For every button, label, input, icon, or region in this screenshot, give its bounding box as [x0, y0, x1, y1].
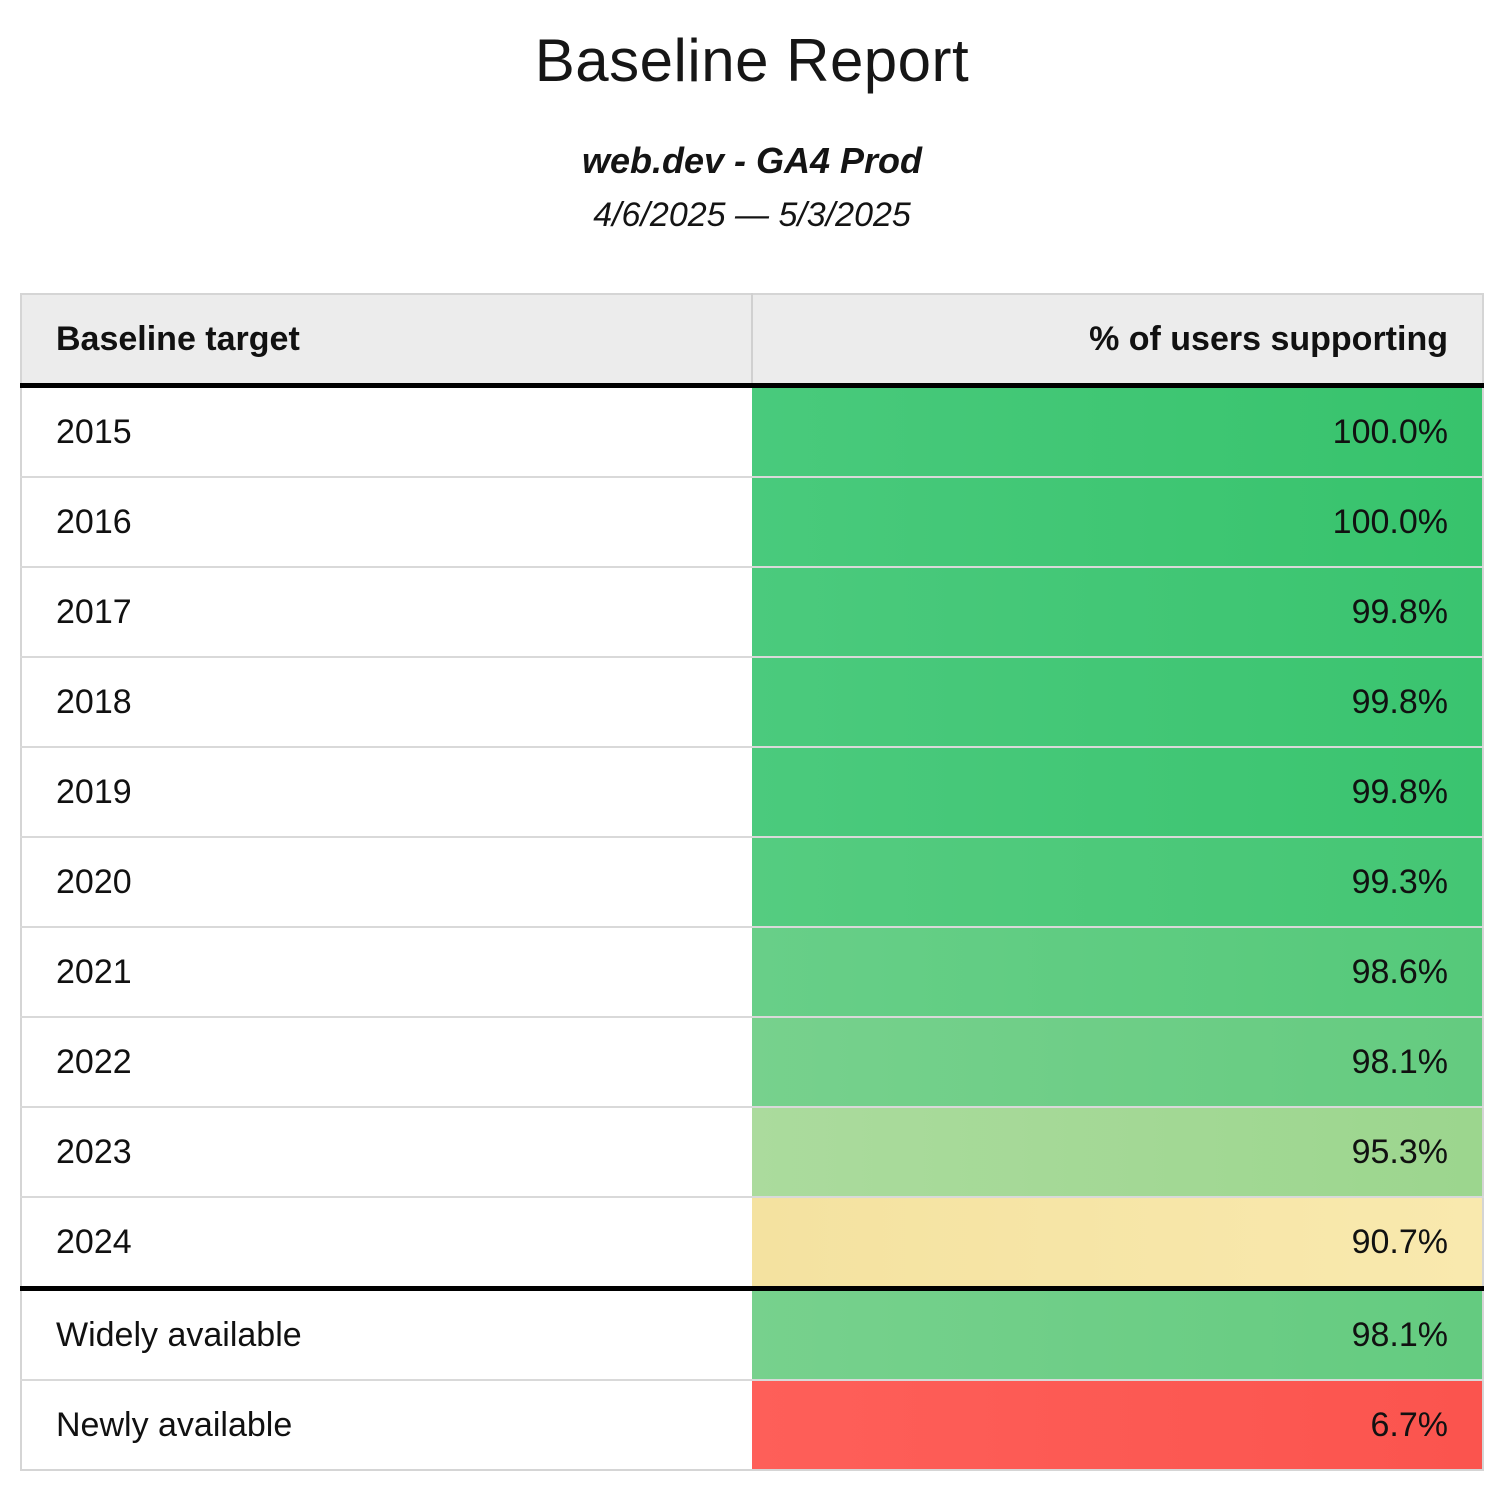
baseline-target-cell: 2020: [21, 836, 752, 927]
table-row: 2015 100.0%: [21, 385, 1483, 477]
baseline-target-cell: 2024: [21, 1196, 752, 1289]
table-row: 2024 90.7%: [21, 1196, 1483, 1289]
baseline-target-cell: 2018: [21, 656, 752, 747]
baseline-target-cell: Widely available: [21, 1286, 752, 1380]
users-supporting-cell: 95.3%: [752, 1106, 1483, 1197]
table-body: 2015 100.0% 2016 100.0% 2017 99.8% 2018 99.8% 20…: [21, 385, 1483, 1470]
report-title: Baseline Report: [534, 27, 970, 94]
table-row: Newly available 6.7%: [21, 1379, 1483, 1470]
users-supporting-cell: 99.8%: [752, 566, 1483, 657]
baseline-target-cell: 2022: [21, 1016, 752, 1107]
table-row: 2018 99.8%: [21, 656, 1483, 747]
baseline-target-cell: 2023: [21, 1106, 752, 1197]
baseline-table: Baseline target % of users supporting 20…: [20, 293, 1484, 1471]
table-row: 2016 100.0%: [21, 476, 1483, 567]
users-supporting-cell: 100.0%: [752, 385, 1483, 477]
table-row: 2021 98.6%: [21, 926, 1483, 1017]
table-row: 2017 99.8%: [21, 566, 1483, 657]
users-supporting-cell: 98.1%: [752, 1016, 1483, 1107]
baseline-target-cell: 2021: [21, 926, 752, 1017]
baseline-target-cell: 2016: [21, 476, 752, 567]
users-supporting-cell: 90.7%: [752, 1196, 1483, 1289]
users-supporting-cell: 100.0%: [752, 476, 1483, 567]
table-row: Widely available 98.1%: [21, 1286, 1483, 1380]
table-row: 2020 99.3%: [21, 836, 1483, 927]
baseline-target-cell: 2015: [21, 385, 752, 477]
table-row: 2022 98.1%: [21, 1016, 1483, 1107]
header-row: Baseline target % of users supporting: [21, 294, 1483, 388]
baseline-target-cell: Newly available: [21, 1379, 752, 1470]
table-row: 2023 95.3%: [21, 1106, 1483, 1197]
users-supporting-cell: 99.3%: [752, 836, 1483, 927]
users-supporting-cell: 99.8%: [752, 746, 1483, 837]
baseline-target-cell: 2017: [21, 566, 752, 657]
col-header-users-supporting: % of users supporting: [752, 294, 1483, 388]
users-supporting-cell: 6.7%: [752, 1379, 1483, 1470]
table-row: 2019 99.8%: [21, 746, 1483, 837]
baseline-target-cell: 2019: [21, 746, 752, 837]
report-subtitle: web.dev - GA4 Prod: [581, 140, 923, 181]
users-supporting-cell: 99.8%: [752, 656, 1483, 747]
users-supporting-cell: 98.1%: [752, 1286, 1483, 1380]
report-date-range: 4/6/2025 — 5/3/2025: [593, 196, 911, 234]
users-supporting-cell: 98.6%: [752, 926, 1483, 1017]
table-header: Baseline target % of users supporting: [21, 294, 1483, 388]
col-header-baseline-target: Baseline target: [21, 294, 753, 388]
